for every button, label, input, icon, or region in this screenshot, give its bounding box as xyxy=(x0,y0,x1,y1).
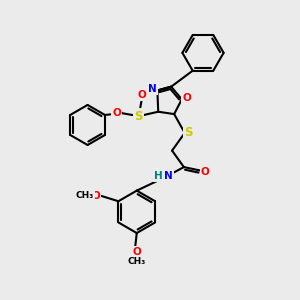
Text: O: O xyxy=(182,93,191,103)
Text: O: O xyxy=(92,191,100,201)
Text: CH₃: CH₃ xyxy=(128,257,146,266)
Text: O: O xyxy=(112,108,121,118)
Text: N: N xyxy=(148,84,157,94)
Text: O: O xyxy=(132,247,141,256)
Text: CH₃: CH₃ xyxy=(76,191,94,200)
Text: O: O xyxy=(201,167,209,177)
Text: O: O xyxy=(137,90,146,100)
Text: N: N xyxy=(164,171,172,181)
Text: H: H xyxy=(154,171,163,181)
Text: S: S xyxy=(135,110,143,123)
Text: S: S xyxy=(184,126,193,140)
